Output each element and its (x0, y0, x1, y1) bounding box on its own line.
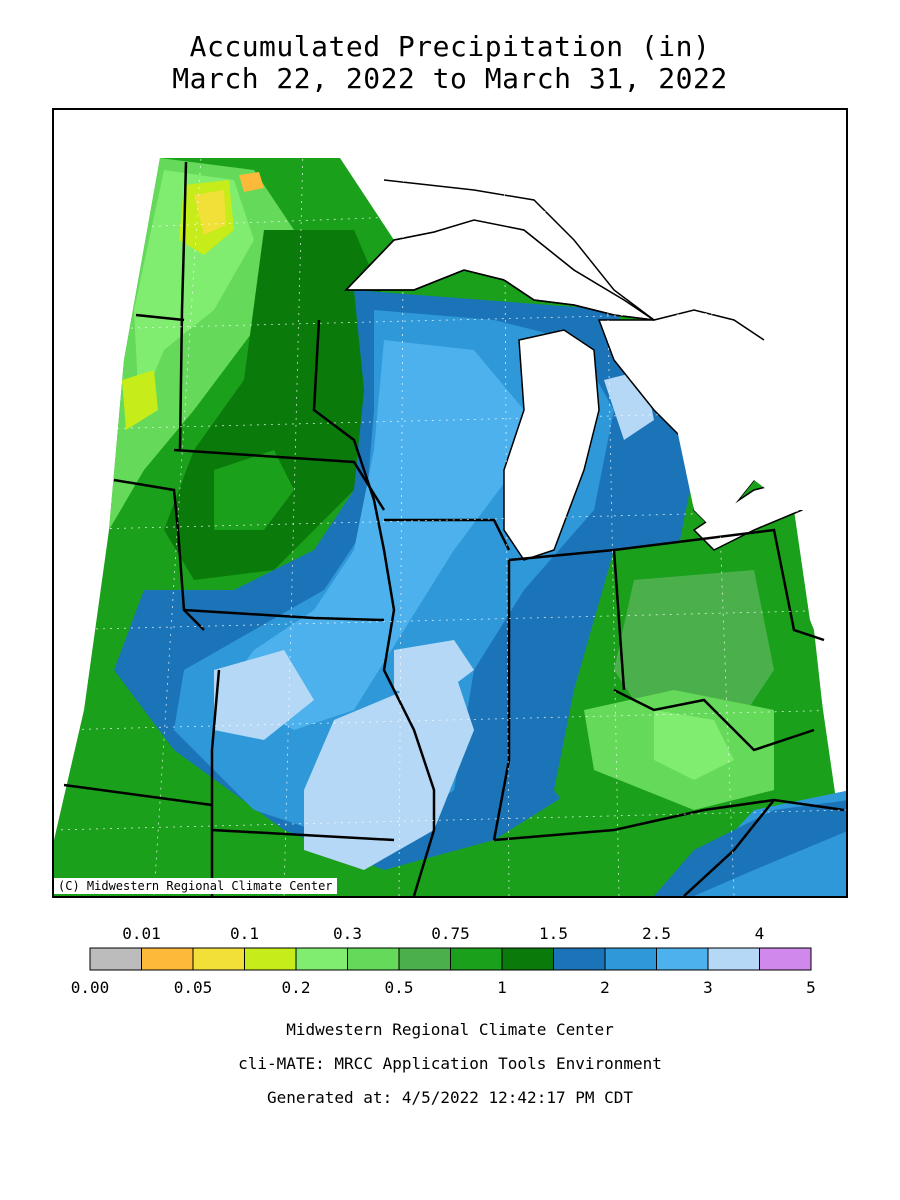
footer-generated: Generated at: 4/5/2022 12:42:17 PM CDT (266, 1088, 634, 1107)
legend-top-label: 2.5 (642, 924, 671, 943)
map-title: Accumulated Precipitation (in) (189, 30, 711, 63)
region-orange (239, 172, 264, 192)
region-oh-mid (614, 570, 774, 730)
state-boundaries (63, 161, 845, 896)
legend-swatch (656, 947, 709, 971)
legend-swatch (604, 947, 657, 971)
legend-top-label: 0.1 (230, 924, 259, 943)
legend-swatch (141, 947, 194, 971)
region-blue-light (224, 340, 524, 730)
legend-swatch (347, 947, 400, 971)
map-date-range: March 22, 2022 to March 31, 2022 (172, 62, 728, 95)
legend-swatch (759, 947, 812, 971)
footer-organization: Midwestern Regional Climate Center (286, 1020, 614, 1039)
legend-swatch (295, 947, 348, 971)
legend-top-label: 1.5 (539, 924, 568, 943)
legend-top-label: 0.75 (431, 924, 470, 943)
region-yellow-3 (122, 370, 158, 430)
legend-swatch (707, 947, 760, 971)
region-blue-pale-1 (214, 650, 314, 740)
legend-bottom-label: 0.05 (173, 978, 213, 997)
outside-north (160, 110, 846, 530)
region-se-blue-dark (654, 800, 846, 896)
legend-top-label: 0.01 (122, 924, 161, 943)
legend-swatch (244, 947, 297, 971)
copyright-label: (C) Midwestern Regional Climate Center (54, 878, 337, 894)
canada-border (383, 179, 765, 341)
legend-bottom-label: 0.2 (281, 978, 311, 997)
region-yellow-2 (194, 190, 226, 235)
map-canvas (54, 110, 846, 896)
legend-swatch (89, 947, 142, 971)
legend-swatch (398, 947, 451, 971)
region-blue-pale-2 (304, 670, 474, 870)
legend-bottom-label: 5 (806, 978, 816, 997)
lake-michigan (503, 329, 600, 561)
legend-swatch (450, 947, 503, 971)
legend-bottom-label: 0.00 (70, 978, 110, 997)
precipitation-map (52, 108, 848, 898)
legend-swatch (192, 947, 245, 971)
region-ky-lighter (654, 710, 734, 780)
graticule (54, 110, 846, 896)
footer-application: cli-MATE: MRCC Application Tools Environ… (238, 1054, 662, 1073)
legend-bottom-label: 0.5 (384, 978, 414, 997)
region-mn-mid (214, 450, 294, 530)
legend-bottom-label: 3 (703, 978, 713, 997)
legend-swatch (501, 947, 554, 971)
legend-bottom-label: 2 (600, 978, 610, 997)
region-blue-pale-3 (394, 640, 474, 700)
legend-swatch (553, 947, 606, 971)
legend-bottom-label: 1 (497, 978, 507, 997)
legend-top-label: 0.3 (333, 924, 362, 943)
legend-top-label: 4 (754, 924, 765, 943)
